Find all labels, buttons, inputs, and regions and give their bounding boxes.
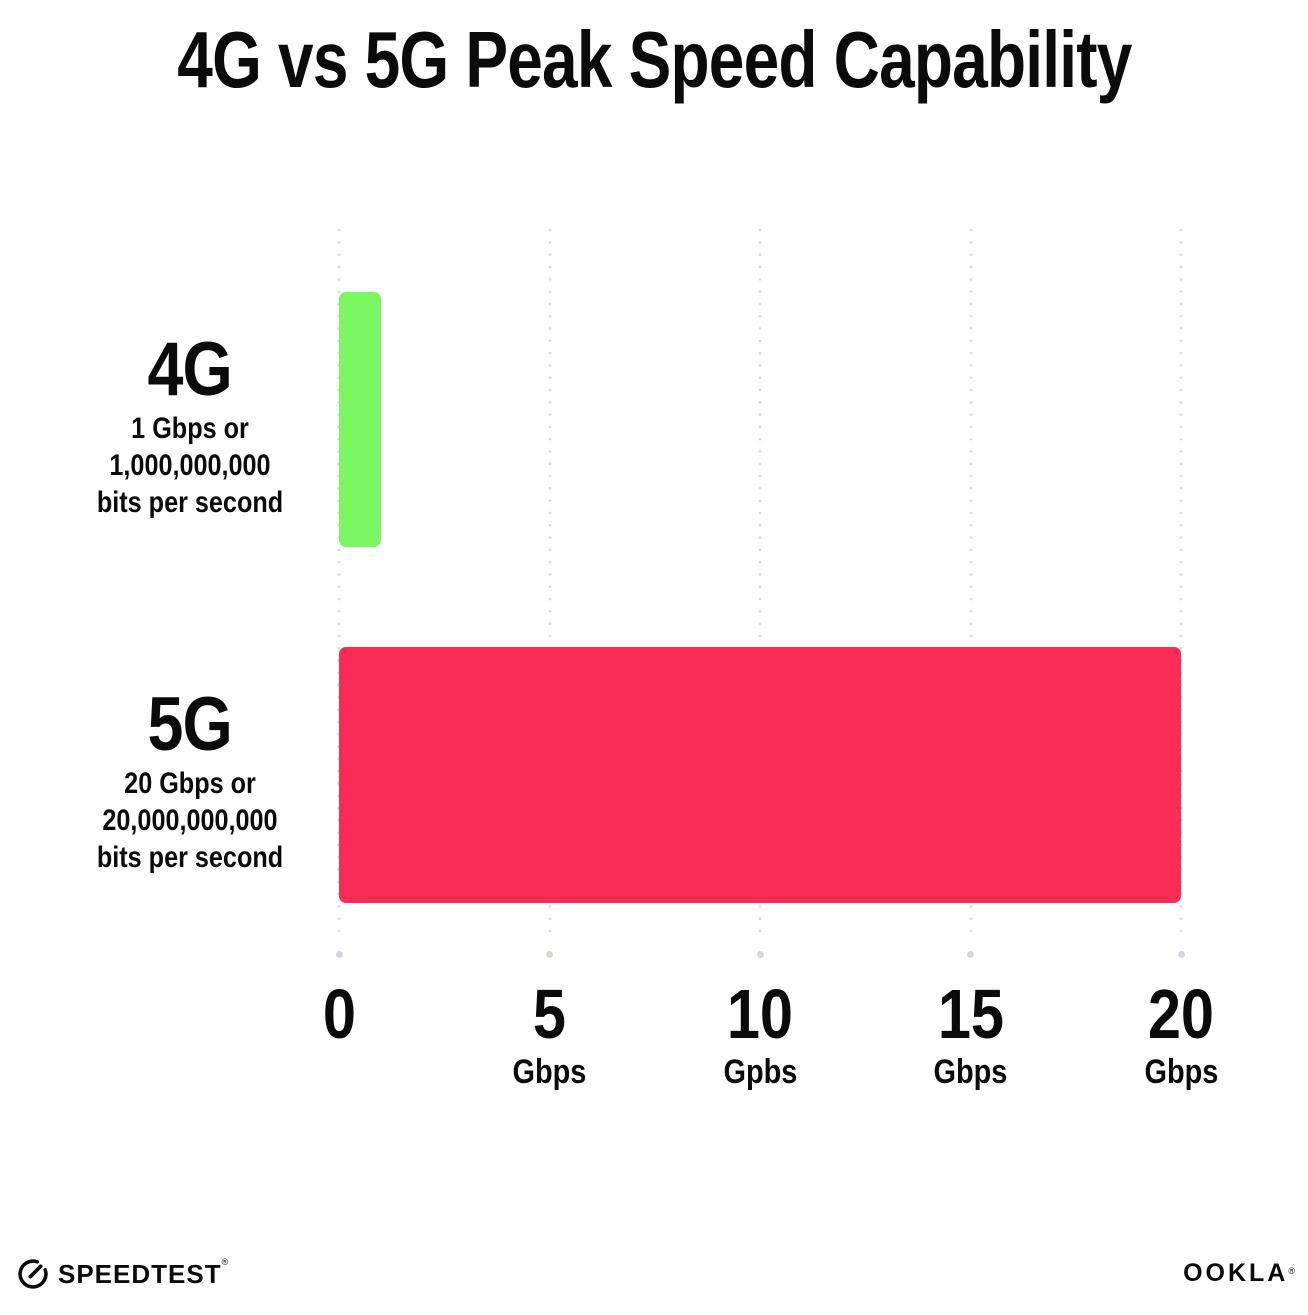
- 4g-sublabel: 1 Gbps or 1,000,000,000 bits per second: [96, 412, 284, 519]
- 5g-category-label: 5G 20 Gbps or 20,000,000,000 bits per se…: [30, 685, 350, 876]
- gridline-5: [548, 224, 551, 940]
- x-tick-15: 15 Gbps: [933, 975, 1008, 1091]
- gridline-15: [969, 224, 972, 940]
- 4g-category-label: 4G 1 Gbps or 1,000,000,000 bits per seco…: [30, 330, 350, 521]
- x-tick-5: 5 Gbps: [512, 975, 587, 1091]
- ookla-trademark: ®: [1288, 1266, 1298, 1276]
- x-tick-20: 20 Gbps: [1144, 975, 1218, 1091]
- 5g-sublabel: 20 Gbps or 20,000,000,000 bits per secon…: [96, 767, 284, 874]
- speedtest-gauge-icon: [17, 1258, 49, 1290]
- 5g-bar: [339, 647, 1181, 903]
- x-tick-0: 0: [322, 975, 356, 1053]
- gridline-10: [758, 224, 762, 940]
- 4g-label: 4G: [147, 327, 233, 412]
- speedtest-logo: SPEEDTEST®: [17, 1256, 229, 1292]
- 4g-bar: [339, 292, 382, 547]
- ookla-logo: OOKLA®: [1183, 1259, 1298, 1287]
- speedtest-wordmark: SPEEDTEST®: [58, 1256, 230, 1289]
- x-axis: 0 5 Gbps 10 Gpbs 15 Gbps 20 Gbps: [322, 975, 1217, 1098]
- plot-area: [337, 224, 1183, 961]
- gridline-20: [1179, 224, 1183, 940]
- 5g-label: 5G: [147, 682, 233, 767]
- x-tick-10: 10 Gpbs: [723, 975, 797, 1091]
- chart-title: 4G vs 5G Peak Speed Capability: [176, 15, 1132, 104]
- gridline-0: [337, 224, 341, 940]
- speedtest-trademark: ®: [221, 1256, 230, 1267]
